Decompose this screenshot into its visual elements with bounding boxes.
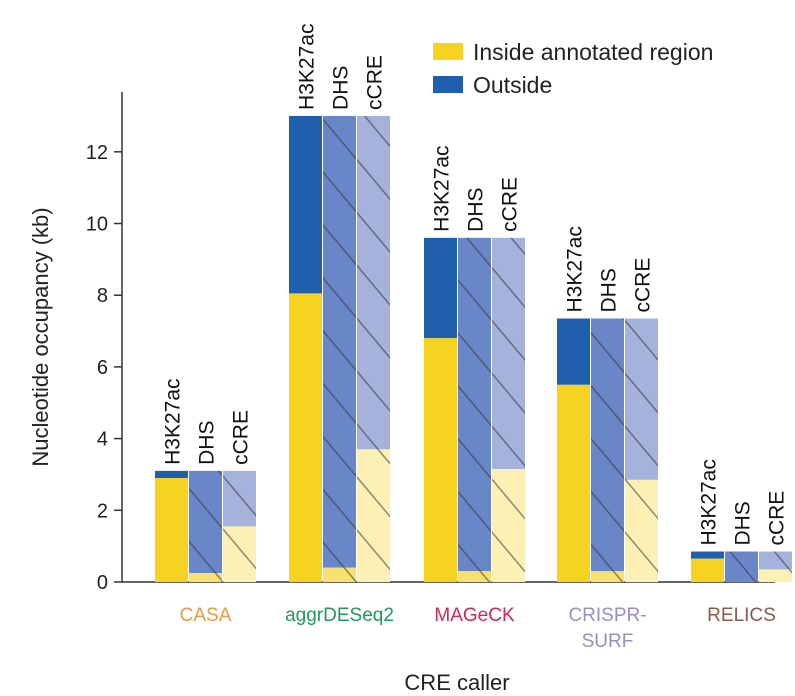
- legend: Inside annotated region Outside: [433, 39, 713, 98]
- bar-hatch-DHS: [725, 551, 758, 582]
- bar-hatch-cCRE: [492, 237, 525, 582]
- bar-outside-H3K27ac: [155, 470, 188, 479]
- bar-type-label: H3K27ac: [564, 226, 587, 312]
- group-label: aggrDESeq2: [285, 605, 394, 626]
- bar-outside-H3K27ac: [691, 551, 724, 559]
- group-label: MAGeCK: [434, 605, 515, 626]
- group-label: RELICS: [707, 605, 776, 626]
- bar-hatch-DHS: [458, 237, 491, 582]
- bar-type-label: DHS: [598, 268, 621, 312]
- legend-swatch: [433, 76, 463, 93]
- bar-type-label: cCRE: [632, 258, 655, 313]
- bar-outside-H3K27ac: [289, 115, 322, 294]
- y-tick-label: 4: [97, 429, 108, 451]
- legend-swatch: [433, 43, 463, 60]
- bar-outside-H3K27ac: [424, 237, 457, 339]
- bar-type-label: cCRE: [766, 491, 789, 546]
- bar-inside-H3K27ac: [289, 293, 322, 582]
- bar-inside-H3K27ac: [155, 478, 188, 582]
- bar-type-label: DHS: [330, 66, 353, 110]
- y-tick-label: 0: [97, 572, 108, 594]
- bar-type-label: cCRE: [364, 55, 387, 110]
- y-tick-label: 6: [97, 357, 108, 379]
- y-tick-label: 8: [97, 285, 108, 307]
- bar-type-label: H3K27ac: [162, 378, 185, 464]
- legend-label: Outside: [473, 72, 552, 98]
- y-tick-label: 10: [86, 214, 108, 236]
- bar-type-label: H3K27ac: [698, 459, 721, 545]
- bar-hatch-DHS: [323, 115, 356, 582]
- group-label: CASA: [180, 605, 232, 626]
- bar-type-label: H3K27ac: [431, 145, 454, 231]
- bar-type-label: cCRE: [499, 177, 522, 232]
- bars: [155, 115, 792, 582]
- y-tick-label: 12: [86, 142, 108, 164]
- group-label: CRISPR-: [568, 605, 646, 626]
- bar-inside-H3K27ac: [557, 384, 590, 582]
- bar-outside-H3K27ac: [557, 318, 590, 385]
- legend-label: Inside annotated region: [473, 39, 713, 65]
- bar-hatch-cCRE: [625, 318, 658, 582]
- group-label: SURF: [582, 631, 634, 652]
- bar-hatch-DHS: [189, 470, 222, 582]
- bar-hatch-DHS: [591, 318, 624, 582]
- bar-type-label: DHS: [732, 501, 755, 545]
- bar-type-label: H3K27ac: [296, 24, 319, 110]
- bar-inside-H3K27ac: [691, 558, 724, 582]
- axes: 0 2 4 6 8 10 12 Nucleotide occupancy (kb) CRE ca…: [28, 92, 775, 695]
- bar-type-label: DHS: [465, 187, 488, 231]
- bar-type-label: cCRE: [230, 410, 253, 465]
- y-axis-title: Nucleotide occupancy (kb): [28, 207, 53, 466]
- bar-inside-H3K27ac: [424, 338, 457, 582]
- bar-hatch-cCRE: [759, 551, 792, 582]
- labels: H3K27ac DHS cCRE CASA H3K27ac DHS cCRE aggrDESe…: [162, 24, 789, 652]
- bar-type-label: DHS: [196, 421, 219, 465]
- bar-hatch-cCRE: [223, 470, 256, 582]
- x-axis-title: CRE caller: [404, 670, 509, 695]
- y-tick-label: 2: [97, 500, 108, 522]
- bar-hatch-cCRE: [357, 115, 390, 582]
